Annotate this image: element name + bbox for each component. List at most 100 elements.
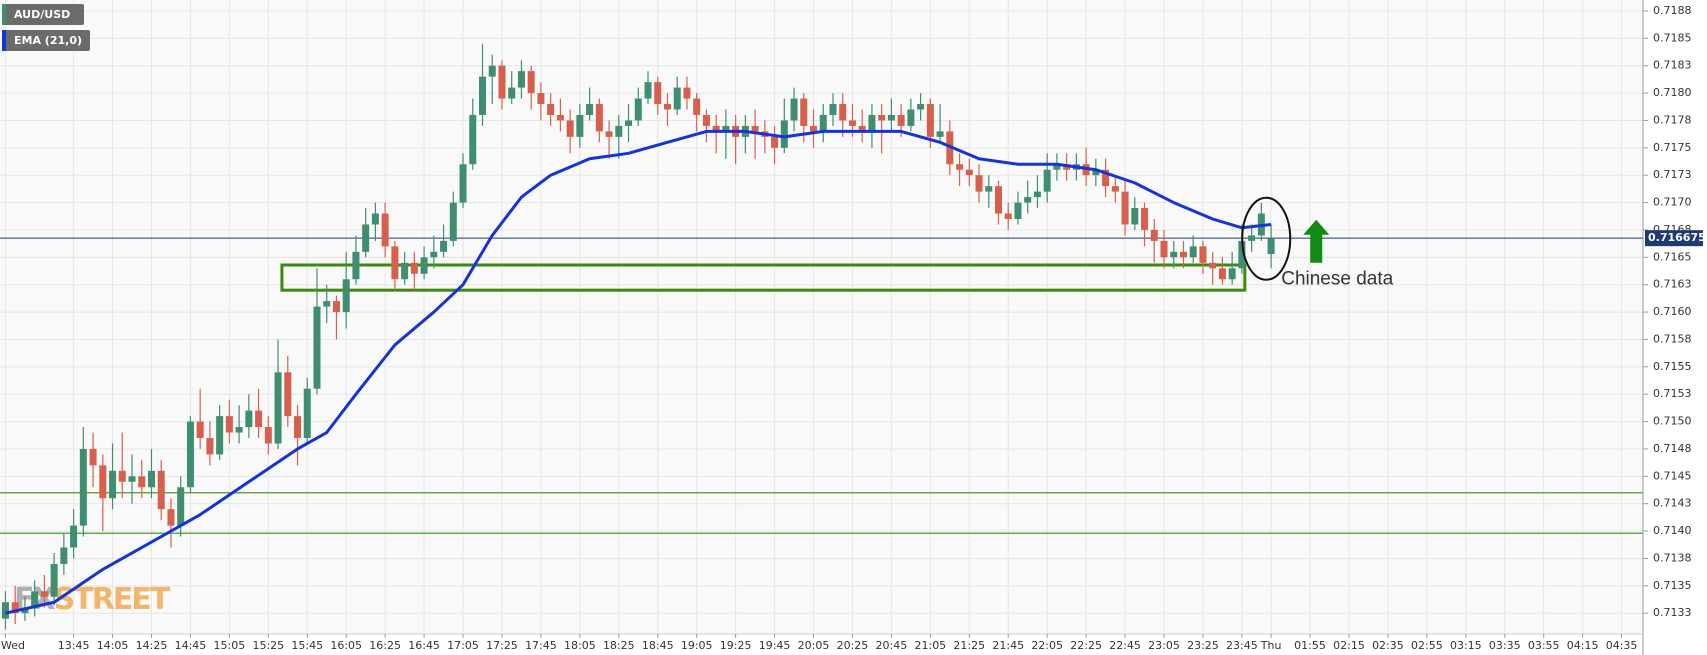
y-tick-label: 0.7165 [1653,250,1692,263]
legend-box [2,4,84,25]
candle-body [663,104,671,110]
candle-body [1160,240,1168,258]
candle-body [274,372,282,444]
candle-body [449,202,457,241]
x-tick-label: 15:45 [291,639,323,652]
candle-body [1024,197,1032,203]
x-tick-label: 04:35 [1606,639,1638,652]
x-tick-label: 22:25 [1070,639,1102,652]
candle-body [391,246,399,280]
x-tick-label: 17:05 [447,639,479,652]
candle-body [858,125,866,132]
candle-body [235,427,243,433]
overlay: Chinese data [5,129,1394,615]
candle-body [303,388,311,438]
y-tick-label: 0.7143 [1653,497,1692,510]
x-tick-label: 13:45 [58,639,90,652]
candle-body [459,164,467,203]
candle-body [800,98,808,126]
candle-body [566,120,574,137]
candle-body [1102,169,1110,187]
candle-body [1033,191,1041,198]
x-tick-label: 20:05 [798,639,830,652]
x-tick-label: 18:25 [603,639,635,652]
candle-body [576,114,584,137]
candle-body [1199,246,1207,263]
x-tick-label: 23:45 [1226,639,1258,652]
candle-body [79,448,87,526]
x-tick-label: 17:25 [486,639,518,652]
x-tick-label: 20:45 [876,639,908,652]
y-tick-label: 0.7140 [1653,524,1692,537]
y-tick-label: 0.7135 [1653,579,1692,592]
candle-body [128,476,136,482]
candle-body [517,71,525,88]
y-tick-label: 0.7188 [1653,4,1692,17]
candle-body [89,448,97,466]
candle-body [605,131,613,137]
candle-body [1053,164,1061,170]
candle-body [926,104,934,137]
candle-body [1189,246,1197,258]
candle-body [469,114,477,165]
candle-body [907,109,915,126]
candle-body [167,509,175,526]
x-tick-label: 19:25 [720,639,752,652]
y-tick-label: 0.7160 [1653,305,1692,318]
y-tick-label: 0.7158 [1653,332,1692,345]
x-tick-label: 16:45 [408,639,440,652]
candle-body [1092,169,1100,176]
legend-label: AUD/USD [14,8,70,21]
candle-body [371,213,379,225]
candle-body [985,186,993,192]
x-tick-label: 19:05 [681,639,713,652]
x-tick-label: 02:55 [1411,639,1443,652]
y-tick-label: 0.7138 [1653,551,1692,564]
candle-body [70,525,78,548]
watermark-street: STREET [54,582,171,617]
candle-body [313,306,321,389]
candle-body [1043,169,1051,192]
candle-body [673,87,681,110]
candle-body [848,120,856,126]
candle-body [60,547,68,564]
grid [0,0,1643,634]
candle-body [654,82,662,105]
candle-body [839,104,847,121]
annotation-arrow [1303,219,1330,263]
candle-body [527,71,535,94]
ema-line [5,129,1272,615]
y-tick-label: 0.7178 [1653,113,1692,126]
x-tick-label: 15:25 [252,639,284,652]
candle-body [878,114,886,121]
x-tick-label: 23:05 [1148,639,1180,652]
candle-body [478,76,487,115]
axes: 0.7188 0.7185 0.7183 0.7180 0.7178 0.7175 0.71… [1,4,1706,652]
candle-body [537,93,545,105]
candle-body [790,98,798,121]
x-tick-label: 17:45 [525,639,557,652]
candle-body [780,120,788,148]
candle-body [634,98,642,121]
y-tick-label: 0.7170 [1653,196,1692,209]
candle-body [547,104,555,115]
x-tick-label: 03:15 [1450,639,1482,652]
candle-body [1141,208,1149,230]
candle-body [693,98,701,115]
candle-body [196,421,204,438]
candle-body [206,437,214,455]
last-price-box [1645,230,1703,247]
candle-body [216,416,224,455]
y-tick-label: 0.7173 [1653,168,1692,181]
candle-body [887,114,895,121]
y-tick-label: 0.7133 [1653,606,1692,619]
candle-body [245,410,253,428]
candle-body [147,470,155,488]
candle-body [1209,262,1217,269]
candle-body [177,487,185,526]
candle-body [410,262,418,274]
candle-body [722,125,730,132]
candle-body [440,240,448,252]
candle-body [1131,208,1139,225]
